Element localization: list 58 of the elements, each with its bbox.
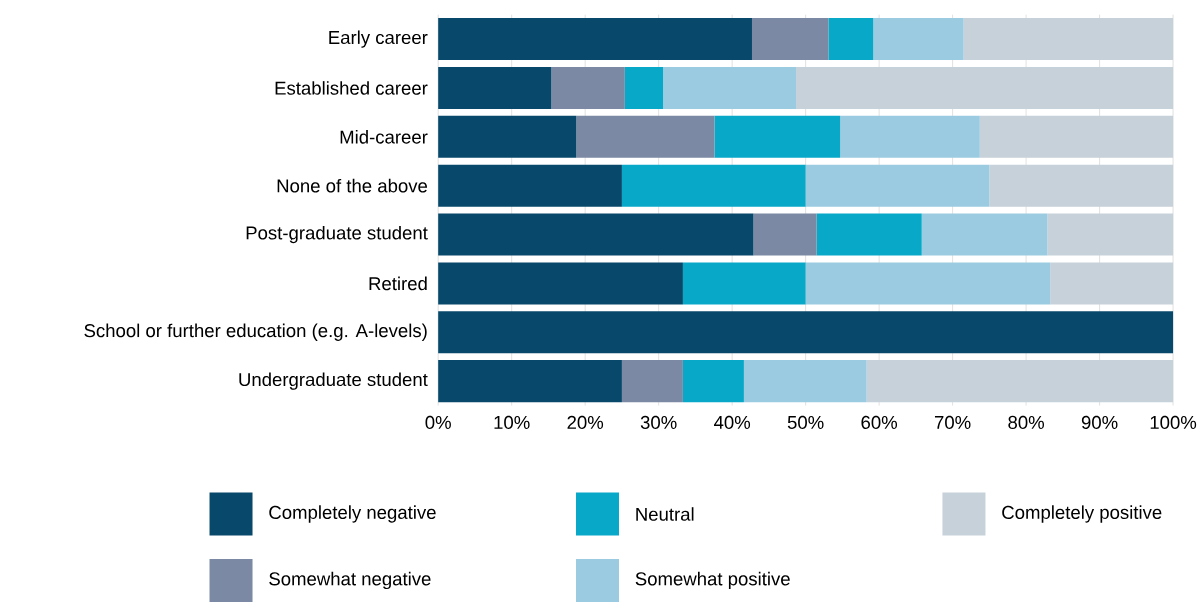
x-tick-label: 0%: [425, 415, 451, 430]
x-tick-label: 70%: [934, 415, 971, 430]
bar: [828, 18, 874, 61]
y-tick-label: Early career: [329, 30, 428, 48]
bar: [438, 66, 552, 109]
y-tick-label: Undergraduate student: [239, 372, 428, 390]
bar: [866, 360, 1174, 403]
bar: [438, 311, 1174, 354]
bar: [1050, 262, 1174, 305]
y-tick-label: None of the above: [277, 178, 428, 193]
bar: [438, 164, 622, 207]
bar: [873, 18, 964, 61]
bar: [753, 213, 817, 256]
legend-label: Completely positive: [1002, 505, 1162, 523]
x-tick-label: 40%: [713, 415, 751, 430]
legend-label: Somewhat positive: [635, 571, 790, 590]
y-tick-label: Established career: [275, 81, 428, 95]
bar: [621, 360, 683, 403]
bar: [1047, 213, 1174, 256]
bar: [551, 66, 625, 109]
bar: [682, 360, 744, 403]
y-tick-label: Mid-career: [340, 130, 428, 144]
x-tick-label: 60%: [861, 415, 898, 430]
bar: [840, 115, 980, 158]
bar: [621, 164, 806, 207]
x-tick-label: 80%: [1008, 415, 1045, 430]
bar: [624, 66, 664, 109]
bar: [438, 360, 622, 403]
x-tick-label: 20%: [567, 415, 604, 430]
bar: [989, 164, 1174, 207]
y-tick-label: Post-graduate student: [246, 225, 428, 244]
legend-label: Neutral: [636, 507, 694, 521]
bar: [921, 213, 1048, 256]
bar: [979, 115, 1174, 158]
bar: [751, 18, 829, 61]
bar: [438, 115, 577, 158]
bar: [576, 115, 715, 158]
bar: [796, 66, 1174, 109]
x-tick-label: 30%: [640, 415, 677, 430]
legend-label: Completely negative: [269, 505, 436, 523]
bar: [805, 164, 990, 207]
bar: [682, 262, 806, 305]
bar: [438, 18, 752, 61]
x-tick-label: 50%: [787, 415, 824, 430]
bar: [438, 213, 754, 256]
bar: [816, 213, 922, 256]
bar: [743, 360, 867, 403]
x-tick-label: 90%: [1081, 415, 1118, 430]
x-tick-label: 10%: [494, 415, 530, 430]
bar: [805, 262, 1051, 305]
legend-label: Somewhat negative: [269, 571, 431, 590]
bar: [963, 18, 1174, 61]
y-tick-label: Retired: [369, 276, 427, 291]
bar: [714, 115, 841, 158]
bar: [438, 262, 683, 305]
bar: [663, 66, 797, 109]
y-tick-label: School or further education (e.g. A-levels): [84, 323, 427, 341]
x-tick-label: 100%: [1150, 415, 1197, 430]
